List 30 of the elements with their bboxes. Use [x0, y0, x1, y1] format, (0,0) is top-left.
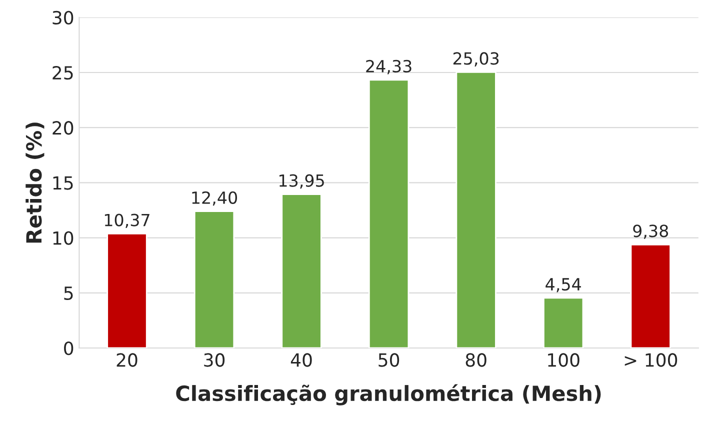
data-label: 25,03	[453, 52, 499, 66]
data-label: 9,38	[633, 224, 668, 239]
bar	[281, 194, 322, 348]
y-tick-label: 20	[52, 121, 74, 135]
x-tick-label: 100	[548, 353, 580, 367]
y-axis-title: Retido (%)	[26, 122, 44, 243]
x-tick-label: 20	[116, 353, 138, 367]
bar	[543, 297, 584, 348]
data-label: 12,40	[192, 191, 238, 206]
bar	[368, 79, 410, 348]
data-label: 10,37	[104, 214, 150, 228]
x-tick-label: 50	[378, 353, 400, 367]
x-tick-label: 80	[466, 353, 486, 367]
y-tick-label: 0	[64, 341, 74, 356]
x-tick-label: > 100	[624, 353, 678, 367]
bar	[456, 71, 496, 348]
bar	[194, 210, 235, 348]
bar	[630, 244, 671, 348]
y-tick-label: 5	[64, 286, 73, 300]
data-label: 13,95	[280, 174, 324, 189]
x-tick-label: 40	[290, 353, 312, 367]
y-tick-label: 15	[53, 176, 73, 190]
x-tick-label: 30	[204, 353, 225, 367]
data-label: 24,33	[366, 60, 412, 74]
y-tick-label: 30	[52, 10, 74, 25]
data-label: 4,54	[546, 278, 581, 292]
x-axis-title: Classificação granulométrica (Mesh)	[176, 384, 601, 406]
y-tick-label: 25	[52, 66, 73, 80]
y-tick-label: 10	[53, 231, 74, 245]
bar	[106, 233, 148, 348]
